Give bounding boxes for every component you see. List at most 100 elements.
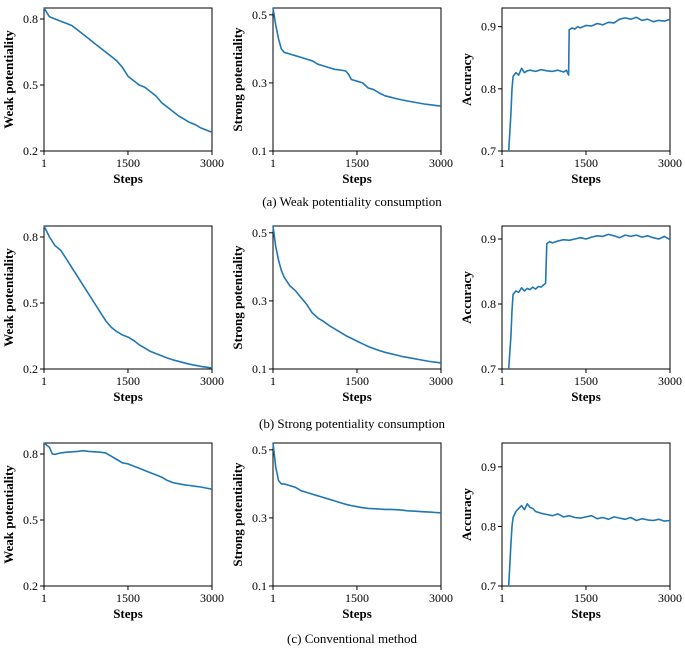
y-tick-label: 0.5 — [23, 513, 38, 527]
y-tick-label: 0.3 — [252, 511, 267, 525]
x-tick-label: 1500 — [345, 156, 369, 170]
x-tick-label: 3000 — [658, 591, 682, 605]
x-tick-label: 3000 — [658, 156, 682, 170]
panel-0-0: 1 1500 3000 0.2 0.5 0.8 Steps Weak potentiality — [1, 7, 224, 186]
x-tick-label: 1 — [270, 591, 276, 605]
x-axis-label: Steps — [342, 389, 372, 404]
panel-1-0: 1 1500 3000 0.2 0.5 0.8 Steps Weak potentiality — [1, 225, 224, 404]
y-axis-label: Weak potentiality — [1, 465, 16, 564]
series-line — [43, 225, 213, 369]
x-tick-label: 1 — [499, 156, 505, 170]
y-tick-label: 0.5 — [23, 78, 38, 92]
y-tick-label: 0.8 — [481, 519, 496, 533]
plot-frame — [43, 7, 213, 152]
y-tick-label: 0.8 — [23, 12, 38, 26]
y-tick-label: 0.5 — [23, 296, 38, 310]
series-line — [43, 442, 213, 490]
plot-frame — [43, 225, 213, 370]
y-tick-label: 0.3 — [252, 76, 267, 90]
x-tick-label: 3000 — [429, 374, 453, 388]
x-axis-label: Steps — [571, 389, 601, 404]
x-axis-label: Steps — [571, 606, 601, 621]
x-tick-label: 1500 — [574, 591, 598, 605]
y-tick-label: 0.2 — [23, 579, 38, 593]
y-axis-label: Strong potentiality — [230, 245, 245, 350]
panel-2-2: 1 1500 3000 0.7 0.8 0.9 Steps Accuracy — [459, 442, 682, 621]
y-axis-label: Strong potentiality — [230, 462, 245, 567]
caption-c: (c) Conventional method — [287, 631, 417, 646]
y-tick-label: 0.8 — [481, 82, 496, 96]
panels: 1 1500 3000 0.2 0.5 0.8 Steps Weak potentiality… — [1, 7, 682, 621]
y-tick-label: 0.8 — [23, 230, 38, 244]
y-axis-label: Weak potentiality — [1, 248, 16, 347]
panel-2-0: 1 1500 3000 0.2 0.5 0.8 Steps Weak potentiality — [1, 442, 224, 621]
x-tick-label: 1 — [499, 374, 505, 388]
y-tick-label: 0.7 — [481, 144, 496, 158]
y-tick-label: 0.2 — [23, 144, 38, 158]
x-axis-label: Steps — [113, 606, 143, 621]
panel-0-2: 1 1500 3000 0.7 0.8 0.9 Steps Accuracy — [459, 7, 682, 186]
y-tick-label: 0.8 — [481, 297, 496, 311]
x-axis-label: Steps — [342, 606, 372, 621]
plot-frame — [501, 225, 671, 370]
y-axis-label: Accuracy — [459, 271, 474, 324]
x-tick-label: 1500 — [574, 156, 598, 170]
y-tick-label: 0.7 — [481, 362, 496, 376]
x-tick-label: 3000 — [429, 156, 453, 170]
caption-b: (b) Strong potentiality consumption — [259, 416, 445, 431]
series-line — [272, 7, 442, 107]
y-tick-label: 0.3 — [252, 294, 267, 308]
x-tick-label: 3000 — [200, 591, 224, 605]
y-tick-label: 0.5 — [252, 226, 267, 240]
y-tick-label: 0.9 — [481, 20, 496, 34]
y-tick-label: 0.9 — [481, 232, 496, 246]
plot-frame — [501, 7, 671, 152]
x-tick-label: 1500 — [116, 591, 140, 605]
plot-frame — [501, 442, 671, 587]
series-line — [43, 7, 213, 134]
series-line — [507, 233, 671, 370]
x-tick-label: 1 — [41, 591, 47, 605]
y-tick-label: 0.2 — [23, 362, 38, 376]
y-axis-label: Weak potentiality — [1, 30, 16, 129]
y-tick-label: 0.1 — [252, 579, 267, 593]
x-tick-label: 3000 — [658, 374, 682, 388]
x-axis-label: Steps — [113, 389, 143, 404]
y-tick-label: 0.7 — [481, 579, 496, 593]
x-tick-label: 1 — [270, 374, 276, 388]
panel-1-2: 1 1500 3000 0.7 0.8 0.9 Steps Accuracy — [459, 225, 682, 404]
plot-frame — [272, 225, 442, 370]
x-tick-label: 1 — [499, 591, 505, 605]
x-tick-label: 1 — [41, 156, 47, 170]
y-tick-label: 0.5 — [252, 443, 267, 457]
series-line — [507, 16, 671, 152]
x-axis-label: Steps — [571, 171, 601, 186]
y-tick-label: 0.1 — [252, 362, 267, 376]
x-tick-label: 3000 — [200, 156, 224, 170]
x-tick-label: 1 — [41, 374, 47, 388]
series-line — [507, 502, 671, 587]
x-axis-label: Steps — [342, 171, 372, 186]
plot-frame — [272, 7, 442, 152]
x-tick-label: 3000 — [200, 374, 224, 388]
caption-a: (a) Weak potentiality consumption — [262, 194, 442, 209]
panel-1-1: 1 1500 3000 0.1 0.3 0.5 Steps Strong potentiali… — [230, 225, 453, 404]
y-tick-label: 0.5 — [252, 8, 267, 22]
x-tick-label: 1500 — [574, 374, 598, 388]
plot-frame — [272, 442, 442, 587]
panel-2-1: 1 1500 3000 0.1 0.3 0.5 Steps Strong potentiali… — [230, 442, 453, 621]
y-tick-label: 0.9 — [481, 460, 496, 474]
x-tick-label: 1500 — [116, 374, 140, 388]
series-line — [272, 225, 442, 364]
x-tick-label: 1500 — [116, 156, 140, 170]
y-tick-label: 0.8 — [23, 447, 38, 461]
y-axis-label: Accuracy — [459, 53, 474, 106]
x-tick-label: 1500 — [345, 591, 369, 605]
x-tick-label: 1 — [270, 156, 276, 170]
x-tick-label: 3000 — [429, 591, 453, 605]
panel-0-1: 1 1500 3000 0.1 0.3 0.5 Steps Strong potentiali… — [230, 7, 453, 186]
y-axis-label: Accuracy — [459, 488, 474, 541]
y-tick-label: 0.1 — [252, 144, 267, 158]
y-axis-label: Strong potentiality — [230, 27, 245, 132]
